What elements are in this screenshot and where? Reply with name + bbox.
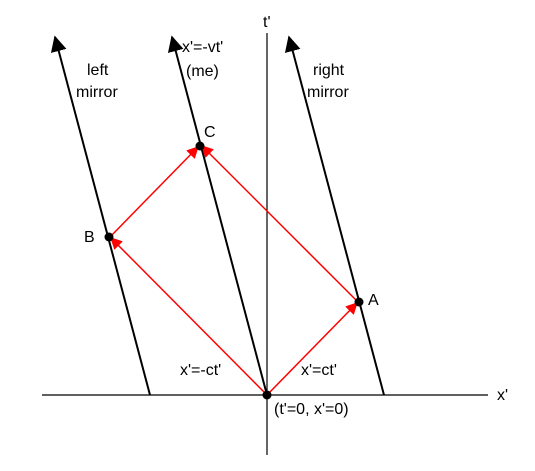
right-mirror-label-line2: mirror <box>307 84 349 101</box>
right-mirror-label-line1: right <box>313 62 345 79</box>
event-a-dot <box>354 297 364 307</box>
event-b-dot <box>104 232 114 242</box>
left-mirror-label-line2: mirror <box>76 84 118 101</box>
light-ray-origin-to-a <box>266 302 358 396</box>
left-mirror-label-line1: left <box>87 62 109 79</box>
left-light-ray-label: x'=-ct' <box>180 362 221 379</box>
event-c-dot <box>195 141 205 151</box>
origin-label: (t'=0, x'=0) <box>274 401 349 418</box>
t-axis-label: t' <box>263 14 271 31</box>
me-worldline <box>167 35 268 396</box>
left-mirror-worldline <box>50 35 151 396</box>
x-axis-label: x' <box>497 387 508 404</box>
me-label-line1: x'=-vt' <box>182 39 223 56</box>
light-ray-b-to-c <box>109 146 199 238</box>
event-c-label: C <box>204 124 216 141</box>
light-ray-origin-to-b <box>110 237 268 396</box>
event-b-label: B <box>84 229 95 246</box>
right-light-ray-label: x'=ct' <box>301 362 337 379</box>
event-origin-dot <box>262 390 272 400</box>
light-ray-a-to-c <box>201 145 359 303</box>
me-label-line2: (me) <box>186 63 219 80</box>
right-mirror-worldline <box>284 35 385 396</box>
event-a-label: A <box>368 292 379 309</box>
